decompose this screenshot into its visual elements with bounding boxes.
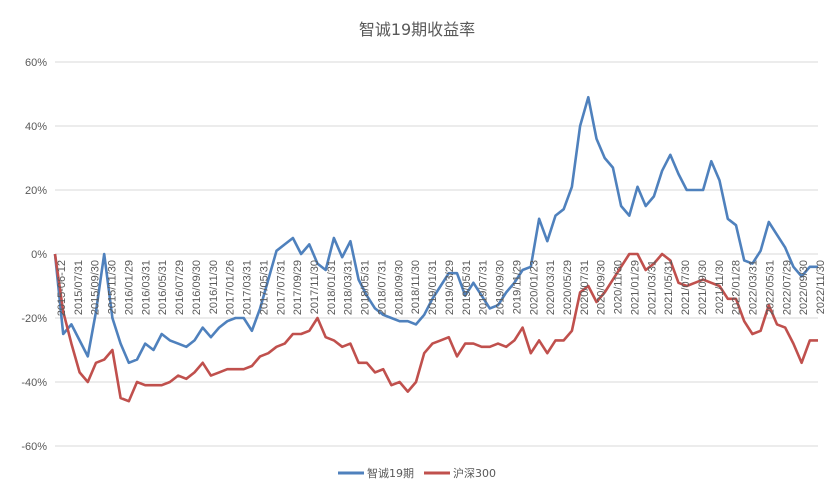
x-tick-label: 2020/09/30 (596, 260, 608, 315)
x-tick-label: 2018/09/30 (393, 260, 405, 315)
x-tick-label: 2017/11/30 (309, 260, 321, 314)
x-tick-label: 2015/07/31 (73, 260, 85, 315)
x-tick-label: 2020/01/23 (528, 260, 540, 315)
x-tick-label: 2019/07/31 (478, 260, 490, 315)
x-tick-label: 2018/05/31 (360, 260, 372, 315)
legend: 智诚19期 沪深300 (338, 466, 496, 480)
x-tick-label: 2020/03/31 (545, 260, 557, 315)
x-tick-label: 2022/03/31 (748, 260, 760, 315)
x-tick-label: 2017/03/31 (242, 260, 254, 315)
x-tick-label: 2016/01/29 (124, 260, 136, 315)
legend-label-series-1: 智诚19期 (367, 466, 414, 480)
x-tick-label: 2016/09/30 (191, 260, 203, 315)
x-tick-label: 2018/07/31 (377, 260, 389, 315)
x-tick-label: 2018/11/30 (410, 260, 422, 314)
x-tick-label: 2021/07/30 (680, 260, 692, 315)
y-tick-label: 20% (25, 185, 47, 197)
x-tick-label: 2019/03/29 (444, 260, 456, 315)
x-axis-ticks: 2015-06-12 2015/07/31 2015/09/30 2015/11/30… (56, 260, 827, 316)
x-tick-label: 2017/07/31 (275, 260, 287, 315)
x-tick-label: 2020/05/29 (562, 260, 574, 315)
series-line-2 (53, 252, 818, 403)
x-tick-label: 2020/11/30 (613, 260, 625, 314)
x-tick-label: 2019/11/29 (511, 260, 523, 314)
x-tick-label: 2019/01/31 (427, 260, 439, 315)
series-line-1 (53, 95, 818, 365)
x-tick-label: 2017/05/31 (258, 260, 270, 315)
y-tick-label: 0% (31, 249, 47, 261)
x-tick-label: 2021/03/31 (646, 260, 658, 315)
x-tick-label: 2015/11/30 (107, 260, 119, 314)
x-tick-label: 2019/09/30 (495, 260, 507, 315)
x-tick-label: 2015/09/30 (90, 260, 102, 315)
y-axis-ticks: 60% 40% 20% 0% -20% -40% -60% (21, 57, 47, 453)
legend-label-series-2: 沪深300 (453, 466, 496, 480)
y-tick-label: 60% (25, 57, 47, 69)
x-tick-label: 2021/05/31 (663, 260, 675, 315)
x-tick-label: 2021/01/29 (630, 260, 642, 315)
x-tick-label: 2016/11/30 (208, 260, 220, 314)
x-tick-label: 2018/03/31 (343, 260, 355, 315)
x-tick-label: 2022/01/28 (731, 260, 743, 315)
y-tick-label: 40% (25, 121, 47, 133)
y-tick-label: -40% (21, 377, 47, 389)
x-tick-label: 2022/05/31 (764, 260, 776, 315)
x-tick-label: 2016/05/31 (157, 260, 169, 315)
gridlines (55, 61, 818, 447)
x-tick-label: 2017/01/26 (225, 260, 237, 315)
series-lines (53, 95, 818, 403)
y-tick-label: -20% (21, 313, 47, 325)
x-tick-label: 2016/03/31 (140, 260, 152, 315)
x-tick-label: 2017/09/29 (292, 260, 304, 315)
x-tick-label: 2022/11/30 (815, 260, 827, 314)
x-tick-label: 2016/07/29 (174, 260, 186, 315)
x-tick-label: 2019/05/31 (461, 260, 473, 315)
x-tick-label: 2022/07/29 (781, 260, 793, 315)
x-tick-label: 2022/09/30 (798, 260, 810, 315)
x-tick-label: 2015-06-12 (56, 260, 68, 316)
x-tick-label: 2021/11/30 (714, 260, 726, 314)
y-tick-label: -60% (21, 441, 47, 453)
chart-title: 智诚19期收益率 (359, 20, 475, 39)
x-tick-label: 2021/09/30 (697, 260, 709, 315)
x-tick-label: 2018/01/31 (326, 260, 338, 315)
x-tick-label: 2020/07/31 (579, 260, 591, 315)
